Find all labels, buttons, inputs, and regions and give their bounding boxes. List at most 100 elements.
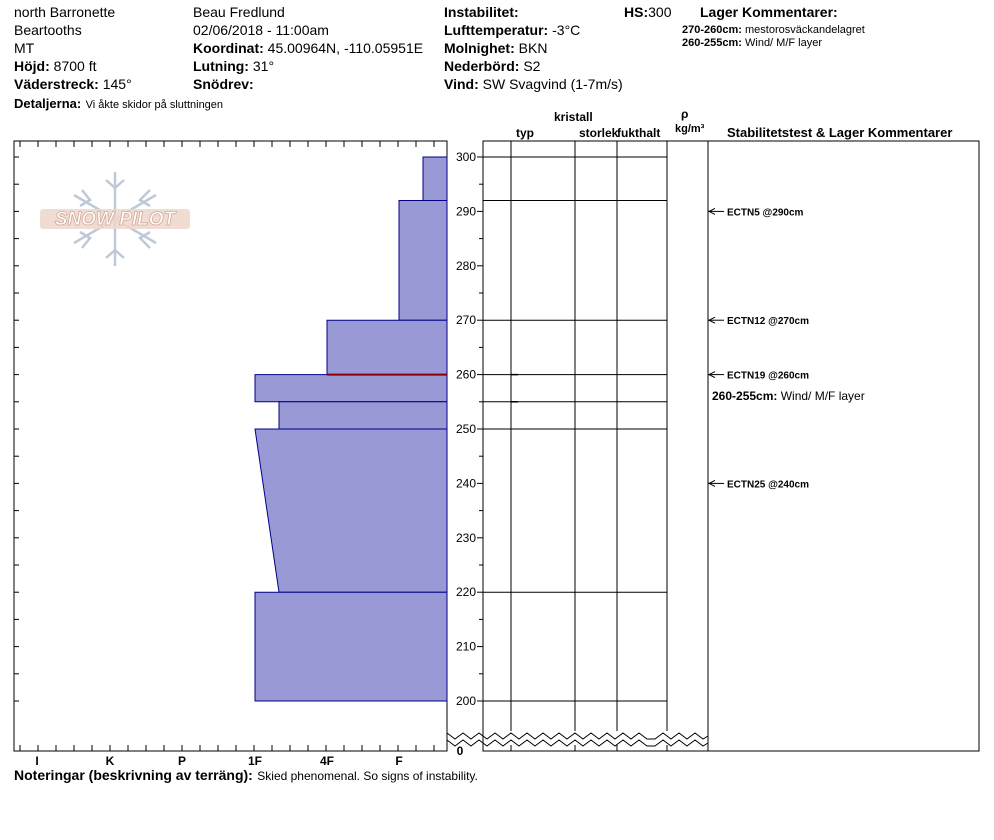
layer-note-range: 260-255cm: xyxy=(712,389,781,403)
elevation-value: 8700 ft xyxy=(53,58,97,74)
layer-comment-2: 260-255cm: Wind/ M/F layer xyxy=(682,38,822,49)
hardness-tick-label: K xyxy=(106,754,115,768)
depth-tick-label: 210 xyxy=(456,640,476,654)
details-value: Vi åkte skidor på sluttningen xyxy=(85,99,224,111)
depth-tick-label: 220 xyxy=(456,585,476,599)
aspect-value: 145° xyxy=(102,76,132,92)
depth-tick-label: 200 xyxy=(456,694,476,708)
hardness-axis: I K P 1F 4F F xyxy=(19,141,435,768)
layer-note: 260-255cm: Wind/ M/F layer xyxy=(712,389,865,403)
instability-label: Instabilitet: xyxy=(444,4,519,20)
layer-comments-title: Lager Kommentarer: xyxy=(700,4,838,20)
depth-tick-label: 230 xyxy=(456,531,476,545)
layer-comment-1-text: mestorosväckandelagret xyxy=(745,24,865,36)
precip-label: Nederbörd: xyxy=(444,58,520,74)
hardness-tick-label: F xyxy=(395,754,402,768)
hardness-layer xyxy=(326,319,448,376)
depth-zero-label: 0 xyxy=(457,744,464,758)
wind-label: Vind: xyxy=(444,76,479,92)
hardness-layer xyxy=(278,401,448,430)
elevation: Höjd: 8700 ft xyxy=(14,59,96,73)
hardness-layer xyxy=(254,428,448,593)
instability: Instabilitet: xyxy=(444,5,519,19)
notes-value: Skied phenomenal. So signs of instabilit… xyxy=(257,769,478,783)
layer-comment-1: 270-260cm: mestorosväckandelagret xyxy=(682,25,865,36)
arrow-left-icon xyxy=(707,207,716,215)
slope: Lutning: 31° xyxy=(193,59,274,73)
hardness-layer xyxy=(254,374,448,403)
aspect: Väderstreck: 145° xyxy=(14,77,132,91)
arrow-left-icon xyxy=(707,371,716,379)
col-stability: Stabilitetstest & Lager Kommentarer xyxy=(727,125,953,140)
sky-cover: Molnighet: BKN xyxy=(444,41,547,55)
hardness-tick-label: 4F xyxy=(320,754,334,768)
state: MT xyxy=(14,40,35,56)
depth-axis: 300 290 280 270 260 250 240 230 220 210 200 0 xyxy=(456,150,483,758)
snow-height: HS:300 xyxy=(624,5,671,19)
stability-tests: ECTN5 @290cm ECTN12 @270cm ECTN19 @260cm EC… xyxy=(707,207,809,490)
layer-comment-1-range: 270-260cm: xyxy=(682,24,742,36)
col-rho: ρ xyxy=(681,107,689,121)
coord-value: 45.00964N, -110.05951E xyxy=(267,40,424,56)
hardness-layer xyxy=(254,591,448,702)
coordinates: Koordinat: 45.00964N, -110.05951E xyxy=(193,41,423,55)
stability-test-label: ECTN12 @270cm xyxy=(727,316,809,327)
details: Detaljerna: Vi åkte skidor på sluttninge… xyxy=(14,96,223,112)
details-label: Detaljerna: xyxy=(14,96,82,111)
precip-value: S2 xyxy=(523,58,541,74)
hardness-tick-label: P xyxy=(178,754,186,768)
airtemp-label: Lufttemperatur: xyxy=(444,22,549,38)
logo-text: SNOW PILOT xyxy=(55,209,177,230)
depth-tick-label: 290 xyxy=(456,204,476,218)
coord-label: Koordinat: xyxy=(193,40,264,56)
col-type: typ xyxy=(516,126,534,140)
elevation-label: Höjd: xyxy=(14,58,50,74)
left-edge-ticks xyxy=(14,156,19,702)
air-temperature: Lufttemperatur: -3°C xyxy=(444,23,580,37)
notes: Noteringar (beskrivning av terräng): Ski… xyxy=(14,768,478,784)
logo-banner xyxy=(40,209,190,229)
stability-test-label: ECTN5 @290cm xyxy=(727,207,804,218)
wind-value: SW Svagvind (1-7m/s) xyxy=(482,76,623,92)
observer: Beau Fredlund xyxy=(193,4,285,20)
stability-test-label: ECTN19 @260cm xyxy=(727,371,809,382)
arrow-left-icon xyxy=(707,316,716,324)
hs-label: HS: xyxy=(624,4,649,20)
col-moisture: fukthalt xyxy=(617,126,661,140)
location: north Barronette xyxy=(14,4,116,20)
range: Beartooths xyxy=(14,22,82,38)
depth-tick-label: 270 xyxy=(456,313,476,327)
layer-comment-2-range: 260-255cm: xyxy=(682,37,742,49)
layer-notes: 260-255cm: Wind/ M/F layer xyxy=(712,389,865,403)
slope-label: Lutning: xyxy=(193,58,249,74)
col-density-unit: kg/m³ xyxy=(675,123,705,135)
depth-tick-label: 300 xyxy=(456,150,476,164)
hardness-tick-label: 1F xyxy=(248,754,262,768)
sky-label: Molnighet: xyxy=(444,40,515,56)
wind: Vind: SW Svagvind (1-7m/s) xyxy=(444,77,623,91)
axis-break-zigzag xyxy=(446,732,709,747)
col-size: storlek xyxy=(579,126,619,140)
crystal-grid-frame xyxy=(482,140,709,752)
depth-tick-label: 240 xyxy=(456,476,476,490)
crystal-grid xyxy=(483,141,668,751)
arrow-left-icon xyxy=(707,479,716,487)
drift-label: Snödrev: xyxy=(193,76,254,92)
notes-label: Noteringar (beskrivning av terräng): xyxy=(14,767,253,783)
slope-value: 31° xyxy=(252,58,275,74)
col-crystal: kristall xyxy=(554,110,593,124)
datetime: 02/06/2018 - 11:00am xyxy=(193,22,329,38)
sky-value: BKN xyxy=(518,40,548,56)
stability-panel-frame xyxy=(707,140,980,752)
hs-value: 300 xyxy=(648,4,672,20)
layer-comment-2-text: Wind/ M/F layer xyxy=(745,37,823,49)
airtemp-value: -3°C xyxy=(552,22,581,38)
depth-tick-label: 280 xyxy=(456,259,476,273)
drift: Snödrev: xyxy=(193,77,254,91)
stability-test-label: ECTN25 @240cm xyxy=(727,479,809,490)
hardness-layer xyxy=(398,200,448,321)
hardness-layer xyxy=(422,156,448,202)
depth-tick-label: 250 xyxy=(456,422,476,436)
layer-note-text: Wind/ M/F layer xyxy=(781,389,865,403)
